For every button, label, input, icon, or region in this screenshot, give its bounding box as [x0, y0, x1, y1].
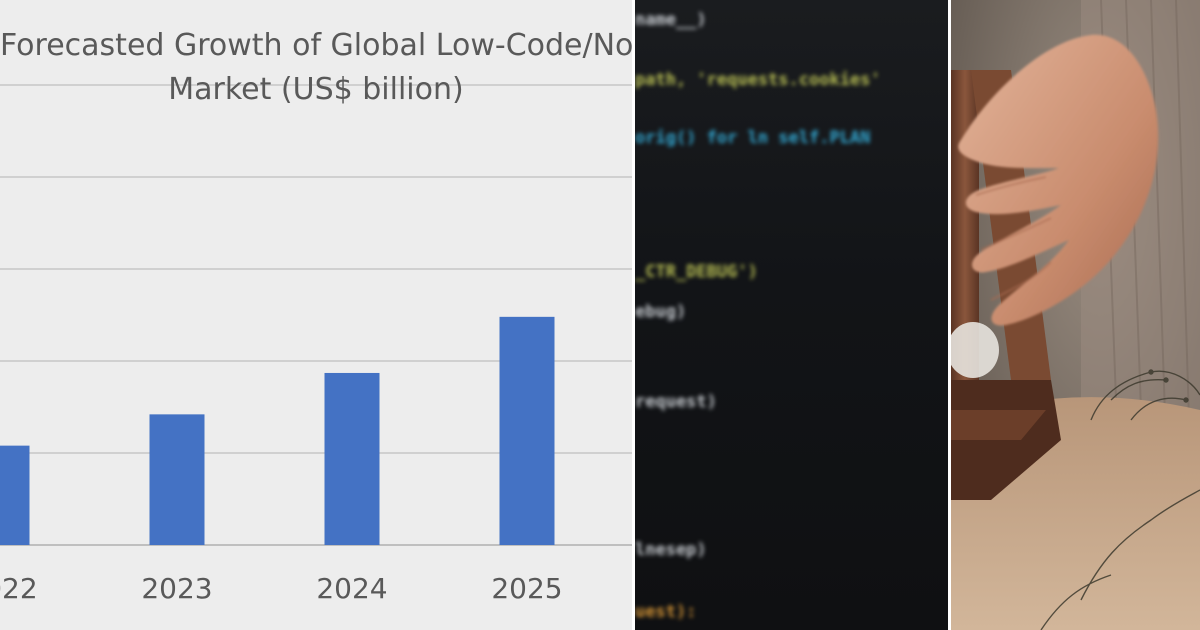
x-tick-label-2022: 2022 — [0, 572, 38, 605]
code-line: uest): — [635, 602, 697, 622]
hourglass-base-top — [951, 410, 1046, 440]
hand — [958, 34, 1159, 326]
x-tick-label-2023: 2023 — [141, 572, 212, 605]
code-line: ebug) — [635, 302, 687, 322]
bar-2023 — [149, 414, 205, 545]
x-tick-label-2024: 2024 — [316, 572, 387, 605]
bar-2025 — [499, 316, 555, 545]
bar-2022 — [0, 445, 30, 545]
dried-plant — [1040, 369, 1200, 630]
hand-hourglass-illustration — [951, 0, 1200, 630]
bar-chart-panel: 2022 2023 2024 2025 Forecasted Growth of Gl… — [0, 0, 632, 630]
code-screen-photo: name__) path, 'requests.cookies' orig() fo… — [635, 0, 948, 630]
code-line: _CTR_DEBUG') — [635, 262, 758, 282]
bar-chart: 2022 2023 2024 2025 — [0, 84, 632, 605]
hand-shape — [958, 34, 1159, 326]
bar-2024 — [324, 372, 380, 545]
chart-title-line-2: Market (US$ billion) — [168, 72, 464, 107]
code-line: lnesep) — [635, 540, 707, 560]
panel-divider — [948, 0, 951, 630]
x-tick-label-2025: 2025 — [491, 572, 562, 605]
chart-title-line-1: Forecasted Growth of Global Low-Code/No-… — [0, 28, 632, 63]
panel-divider — [632, 0, 635, 630]
code-line: path, 'requests.cookies' — [635, 70, 881, 90]
code-line: name__) — [635, 10, 707, 30]
code-line: orig() for ln self.PLAN — [635, 128, 871, 148]
chart-title: Forecasted Growth of Global Low-Code/No-… — [0, 24, 632, 112]
code-line: request) — [635, 392, 717, 412]
hourglass-glass — [951, 322, 999, 378]
hand-hourglass-photo — [951, 0, 1200, 630]
